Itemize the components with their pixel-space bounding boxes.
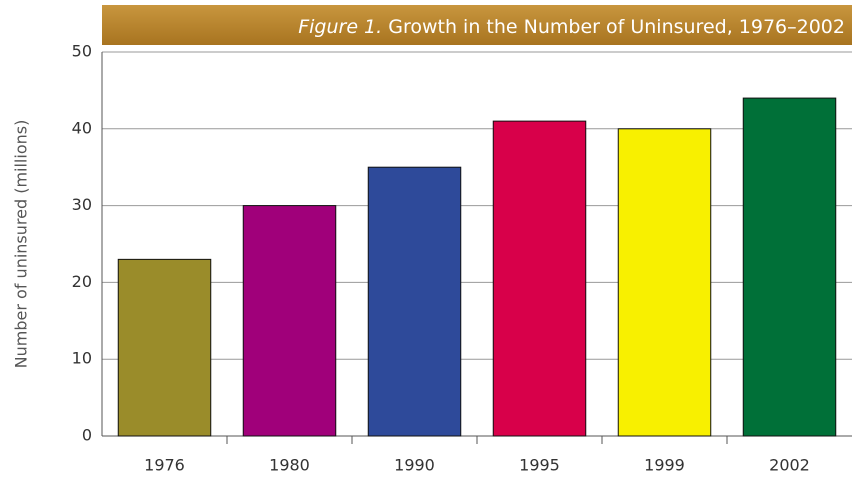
- chart-title-group: Figure 1. Growth in the Number of Uninsu…: [298, 16, 845, 38]
- chart-title: Growth in the Number of Uninsured, 1976–…: [388, 16, 845, 38]
- y-tick-label: 10: [72, 349, 92, 368]
- y-tick-label: 30: [72, 195, 92, 214]
- x-tick-label: 1976: [144, 456, 185, 475]
- bar: [492, 120, 587, 437]
- y-tick-label: 0: [82, 426, 92, 445]
- bar: [242, 205, 337, 437]
- x-tick-label: 1995: [519, 456, 560, 475]
- bar: [617, 128, 712, 437]
- bar: [367, 166, 462, 437]
- x-tick-label: 1990: [394, 456, 435, 475]
- x-tick-label: 2002: [769, 456, 810, 475]
- bar: [117, 258, 212, 437]
- y-tick-label: 20: [72, 272, 92, 291]
- y-tick-label: 40: [72, 118, 92, 137]
- figure-label: Figure 1.: [298, 16, 382, 38]
- bar: [742, 97, 837, 437]
- y-tick-label: 50: [72, 42, 92, 61]
- title-bar: [102, 5, 852, 45]
- y-axis-label: Number of uninsured (millions): [12, 120, 31, 369]
- x-tick-label: 1999: [644, 456, 685, 475]
- x-tick-label: 1980: [269, 456, 310, 475]
